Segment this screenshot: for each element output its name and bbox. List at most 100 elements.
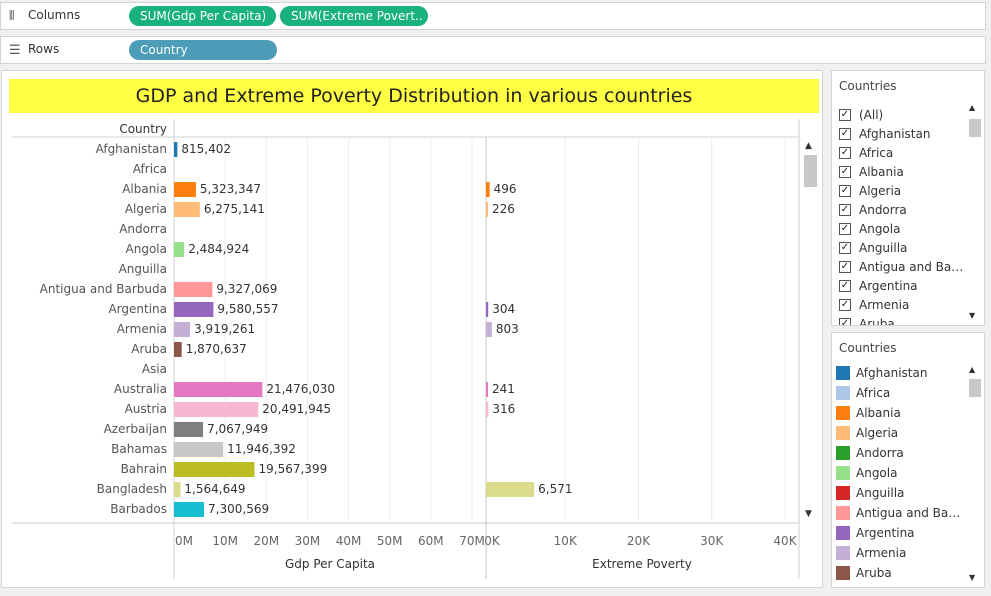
- axis-tick-label: 30K: [700, 534, 724, 548]
- filter-item-label: Argentina: [859, 278, 918, 293]
- filter-item[interactable]: ✓ Algeria: [839, 181, 965, 200]
- legend-item-label: Albania: [856, 406, 901, 420]
- filter-item[interactable]: ✓ Albania: [839, 162, 965, 181]
- bar-data-label: 496: [494, 182, 517, 196]
- bar-data-label: 5,323,347: [200, 182, 261, 196]
- legend-item[interactable]: Africa: [836, 383, 964, 403]
- row-label: Bahamas: [111, 442, 167, 456]
- legend-item[interactable]: Antigua and Barb..: [836, 503, 964, 523]
- chart-title: GDP and Extreme Poverty Distribution in …: [9, 79, 819, 113]
- row-label: Armenia: [117, 322, 167, 336]
- filter-scroll-up-icon[interactable]: ▲: [969, 103, 976, 112]
- checkbox-icon[interactable]: ✓: [839, 298, 851, 311]
- filter-title: Countries: [839, 79, 897, 93]
- filter-item[interactable]: ✓ Antigua and Bar...: [839, 257, 965, 276]
- country-pill[interactable]: Country: [129, 40, 277, 60]
- checkbox-icon[interactable]: ✓: [839, 241, 851, 254]
- legend-swatch: [836, 466, 850, 480]
- filter-item[interactable]: ✓ (All): [839, 105, 965, 124]
- legend-item[interactable]: Andorra: [836, 443, 964, 463]
- bar-data-label: 20,491,945: [262, 402, 331, 416]
- checkbox-icon[interactable]: ✓: [839, 260, 851, 273]
- scroll-down-icon[interactable]: ▼: [805, 509, 812, 519]
- columns-icon: ⫴: [9, 9, 15, 24]
- row-label: Bangladesh: [97, 482, 167, 496]
- visualization-panel: GDP and Extreme Poverty Distribution in …: [1, 70, 823, 588]
- filter-item-label: Andorra: [859, 202, 907, 217]
- row-label: Asia: [142, 362, 167, 376]
- legend-item[interactable]: Albania: [836, 403, 964, 423]
- scroll-up-icon[interactable]: ▲: [805, 141, 812, 151]
- filter-item[interactable]: ✓ Andorra: [839, 200, 965, 219]
- axis-tick-label: 40K: [773, 534, 797, 548]
- legend-swatch: [836, 386, 850, 400]
- gdp-per-capita-pill[interactable]: SUM(Gdp Per Capita): [129, 6, 276, 26]
- legend-swatch: [836, 546, 850, 560]
- bar-data-label: 815,402: [181, 142, 231, 156]
- row-label: Africa: [133, 162, 167, 176]
- bar-data-label: 9,327,069: [216, 282, 277, 296]
- filter-item[interactable]: ✓ Anguilla: [839, 238, 965, 257]
- chart-scrollbar[interactable]: ▲ ▼: [802, 137, 820, 525]
- bar-data-label: 304: [492, 302, 515, 316]
- row-label: Barbados: [110, 502, 167, 516]
- legend-scroll-up-icon[interactable]: ▲: [969, 365, 976, 374]
- rows-shelf: ☰ Rows Country: [0, 36, 986, 64]
- bar-data-label: 803: [496, 322, 519, 336]
- legend-item[interactable]: Aruba: [836, 563, 964, 583]
- filter-scroll-down-icon[interactable]: ▼: [969, 311, 976, 320]
- filter-item[interactable]: ✓ Africa: [839, 143, 965, 162]
- bar-gdp-per-capita: [174, 182, 196, 197]
- checkbox-icon[interactable]: ✓: [839, 317, 851, 325]
- legend-swatch: [836, 406, 850, 420]
- legend-swatch: [836, 446, 850, 460]
- axis-tick-label: 0M: [175, 534, 193, 548]
- bar-extreme-poverty: [486, 202, 488, 217]
- legend-item[interactable]: Angola: [836, 463, 964, 483]
- checkbox-icon[interactable]: ✓: [839, 184, 851, 197]
- checkbox-icon[interactable]: ✓: [839, 108, 851, 121]
- legend-item[interactable]: Afghanistan: [836, 363, 964, 383]
- checkbox-icon[interactable]: ✓: [839, 146, 851, 159]
- legend-item[interactable]: Anguilla: [836, 483, 964, 503]
- checkbox-icon[interactable]: ✓: [839, 222, 851, 235]
- row-label: Algeria: [125, 202, 167, 216]
- bar-chart: Country 0M 10M 20M 30M 40M 50M 60M 70M Gdp Per Ca…: [12, 119, 800, 579]
- legend-item[interactable]: Argentina: [836, 523, 964, 543]
- bar-data-label: 6,275,141: [204, 202, 265, 216]
- legend-scrollbar[interactable]: ▲ ▼: [967, 363, 981, 587]
- filter-item[interactable]: ✓ Argentina: [839, 276, 965, 295]
- bar-data-label: 2,484,924: [188, 242, 249, 256]
- filter-item[interactable]: ✓ Aruba: [839, 314, 965, 325]
- legend-item[interactable]: Armenia: [836, 543, 964, 563]
- bar-gdp-per-capita: [174, 282, 213, 297]
- legend-item-label: Andorra: [856, 446, 904, 460]
- bar-gdp-per-capita: [174, 342, 182, 357]
- legend-scroll-down-icon[interactable]: ▼: [969, 573, 976, 582]
- legend-item[interactable]: Algeria: [836, 423, 964, 443]
- filter-scrollbar[interactable]: ▲ ▼: [967, 101, 981, 325]
- checkbox-icon[interactable]: ✓: [839, 203, 851, 216]
- legend-item-label: Africa: [856, 386, 891, 400]
- scroll-thumb[interactable]: [804, 155, 817, 187]
- filter-scroll-thumb[interactable]: [969, 119, 981, 137]
- bar-data-label: 19,567,399: [259, 462, 328, 476]
- legend-scroll-thumb[interactable]: [969, 379, 981, 397]
- checkbox-icon[interactable]: ✓: [839, 127, 851, 140]
- filter-item-label: Afghanistan: [859, 126, 931, 141]
- checkbox-icon[interactable]: ✓: [839, 279, 851, 292]
- axis-tick-label: 40M: [336, 534, 362, 548]
- row-label: Azerbaijan: [104, 422, 167, 436]
- row-label: Afghanistan: [96, 142, 167, 156]
- filter-item[interactable]: ✓ Angola: [839, 219, 965, 238]
- filter-item[interactable]: ✓ Afghanistan: [839, 124, 965, 143]
- extreme-poverty-pill[interactable]: SUM(Extreme Povert..: [280, 6, 428, 26]
- bar-extreme-poverty: [486, 302, 489, 317]
- rows-icon: ☰: [9, 43, 21, 58]
- legend-item-label: Algeria: [856, 426, 899, 440]
- axis-title: Extreme Poverty: [592, 557, 692, 571]
- legend-item-label: Antigua and Barb..: [856, 506, 964, 520]
- filter-item[interactable]: ✓ Armenia: [839, 295, 965, 314]
- checkbox-icon[interactable]: ✓: [839, 165, 851, 178]
- filter-item-label: Anguilla: [859, 240, 908, 255]
